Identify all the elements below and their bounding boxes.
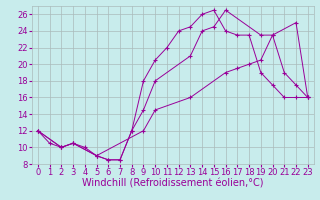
X-axis label: Windchill (Refroidissement éolien,°C): Windchill (Refroidissement éolien,°C) [82,179,264,189]
